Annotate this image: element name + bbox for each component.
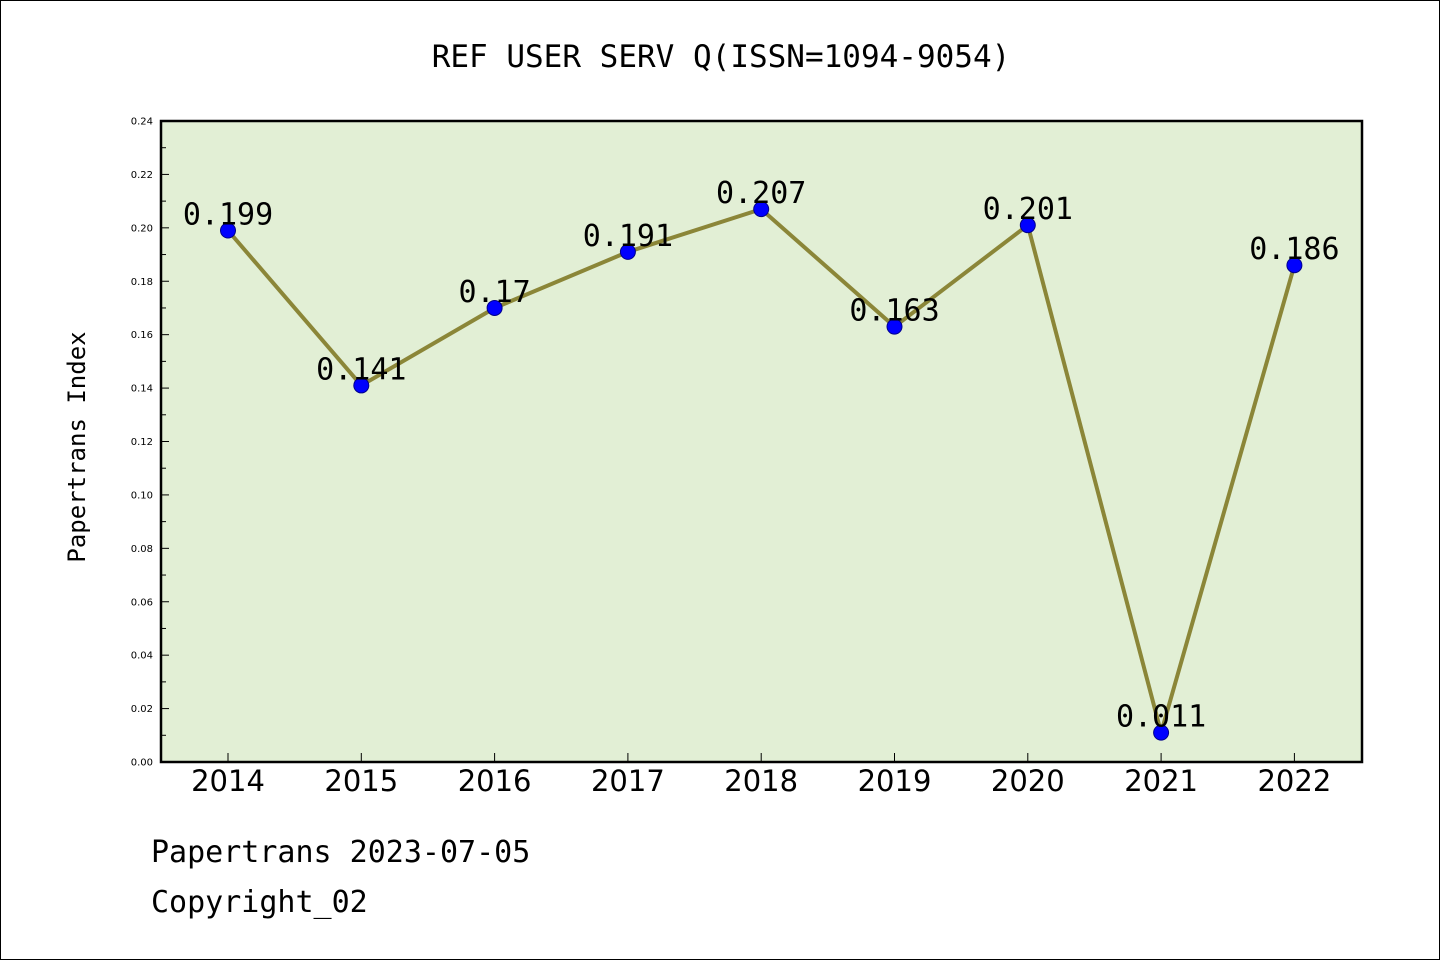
footer-source: Papertrans 2023-07-05 — [151, 835, 531, 870]
x-axis: 2014 2015 2016 2017 2018 2019 2020 2021 2022 — [191, 753, 1331, 798]
data-labels: 0.199 0.141 0.17 0.191 0.207 0.163 0.201 0.011 0… — [183, 176, 1340, 734]
footer-copyright: Copyright_02 — [151, 885, 368, 920]
y-axis-label: Papertrans Index — [63, 331, 91, 562]
x-tick-label: 2019 — [858, 764, 932, 798]
x-tick-label: 2022 — [1257, 764, 1331, 798]
x-tick-label: 2018 — [724, 764, 798, 798]
y-tick-label: 0.18 — [131, 277, 153, 288]
data-points — [220, 201, 1303, 741]
y-tick-label: 0.02 — [131, 704, 153, 715]
x-tick-label: 2020 — [991, 764, 1065, 798]
y-tick-label: 0.06 — [131, 597, 153, 608]
y-tick-label: 0.04 — [131, 651, 153, 662]
data-point — [1019, 217, 1036, 234]
data-label: 0.207 — [716, 176, 806, 211]
x-tick-label: 2014 — [191, 764, 265, 798]
data-label: 0.191 — [583, 219, 673, 254]
y-tick-label: 0.10 — [131, 490, 153, 501]
data-point — [353, 377, 370, 394]
data-label: 0.199 — [183, 198, 273, 233]
plot-area — [161, 121, 1362, 762]
data-label: 0.163 — [849, 294, 939, 329]
data-point — [753, 201, 770, 218]
y-tick-label: 0.20 — [131, 223, 153, 234]
data-point — [486, 299, 503, 316]
data-label: 0.17 — [458, 275, 530, 310]
plot-border — [159, 119, 1364, 764]
y-tick-label: 0.00 — [131, 758, 153, 769]
x-tick-label: 2016 — [458, 764, 532, 798]
data-point — [1286, 257, 1303, 274]
y-tick-label: 0.12 — [131, 437, 153, 448]
y-tick-label: 0.22 — [131, 170, 153, 181]
data-point — [1153, 724, 1170, 741]
data-point — [886, 318, 903, 335]
data-label: 0.141 — [316, 352, 406, 387]
x-tick-label: 2015 — [324, 764, 398, 798]
y-tick-label: 0.24 — [131, 117, 153, 128]
chart-title: REF USER SERV Q(ISSN=1094-9054) — [432, 39, 1011, 75]
data-point — [220, 222, 236, 239]
data-label: 0.011 — [1116, 700, 1206, 735]
data-label: 0.201 — [983, 192, 1073, 227]
y-tick-label: 0.08 — [131, 544, 153, 555]
y-axis: 0.00 0.02 0.04 0.06 0.08 0.10 0.12 0.14 0.16 0.18… — [131, 117, 169, 769]
x-tick-label: 2017 — [591, 764, 665, 798]
y-tick-label: 0.14 — [131, 384, 153, 395]
data-point — [619, 243, 636, 260]
x-tick-label: 2021 — [1124, 764, 1198, 798]
data-label: 0.186 — [1249, 232, 1339, 267]
y-tick-label: 0.16 — [131, 330, 153, 341]
